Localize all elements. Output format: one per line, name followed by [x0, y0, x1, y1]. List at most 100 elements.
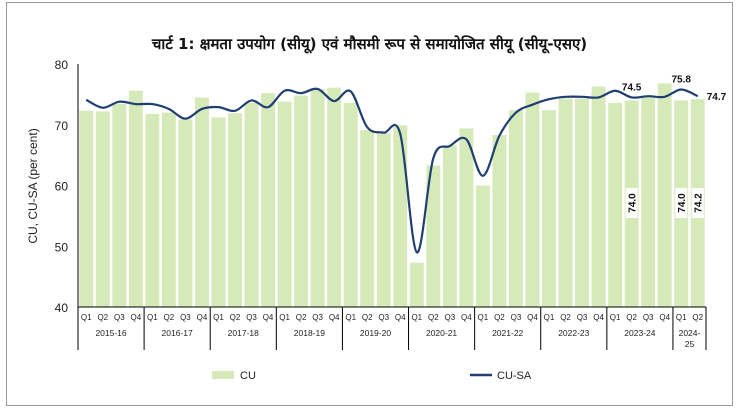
cu-bar — [591, 86, 606, 307]
quarter-tick-label: Q1 — [610, 313, 621, 322]
cu-data-label: 74.2 — [694, 193, 705, 213]
cu-bar — [641, 96, 656, 308]
quarter-tick-label: Q3 — [511, 313, 522, 322]
year-tick-label: 2020-21 — [426, 328, 457, 338]
cu-bar — [194, 97, 209, 307]
cu-bar — [228, 113, 242, 308]
cu-data-label: 74.0 — [628, 193, 639, 213]
year-tick-label: 2023-24 — [624, 328, 655, 338]
cu-bar — [244, 102, 259, 307]
quarter-tick-label: Q1 — [345, 313, 356, 322]
cu-bar — [211, 117, 226, 308]
cu-bar — [409, 262, 424, 307]
quarter-tick-label: Q2 — [494, 313, 505, 322]
quarter-tick-label: Q4 — [197, 313, 208, 322]
cu-bar — [95, 111, 110, 307]
cu-bar — [161, 112, 176, 307]
cu-bar — [393, 125, 408, 307]
data-label-background — [691, 188, 704, 218]
cu-bar — [459, 128, 474, 307]
quarter-tick-label: Q4 — [659, 313, 670, 322]
quarter-tick-label: Q1 — [676, 313, 687, 322]
year-tick-label: 25 — [685, 339, 695, 349]
y-tick-label: 40 — [55, 301, 69, 315]
cu-bar — [112, 104, 127, 307]
cu-bar — [261, 93, 276, 307]
cu-bar — [79, 110, 94, 307]
quarter-tick-label: Q2 — [97, 313, 108, 322]
y-tick-label: 80 — [55, 58, 69, 72]
quarter-tick-label: Q4 — [263, 313, 274, 322]
year-tick-label: 2019-20 — [360, 328, 391, 338]
cu-bar — [376, 133, 391, 307]
quarter-tick-label: Q2 — [296, 313, 307, 322]
data-label-background — [675, 188, 688, 218]
cu-data-label: 74.0 — [677, 193, 688, 213]
year-tick-label: 2022-23 — [558, 328, 589, 338]
cu-bar — [525, 92, 540, 308]
year-tick-label: 2024- — [679, 328, 701, 338]
quarter-tick-label: Q3 — [114, 313, 125, 322]
cu-bar — [492, 135, 507, 307]
cu-bar — [128, 90, 143, 307]
year-tick-label: 2021-22 — [492, 328, 523, 338]
quarter-tick-label: Q4 — [395, 313, 406, 322]
quarter-tick-label: Q1 — [147, 313, 158, 322]
quarter-tick-label: Q2 — [692, 313, 703, 322]
cu-bar — [608, 102, 623, 307]
chart-title: चार्ट 1: क्षमता उपयोग (सीयू) एवं मौसमी र… — [151, 35, 588, 53]
cu-bar — [575, 98, 590, 307]
quarter-tick-label: Q1 — [411, 313, 422, 322]
year-tick-label: 2017-18 — [228, 328, 259, 338]
quarter-tick-label: Q3 — [577, 313, 588, 322]
quarter-tick-label: Q1 — [81, 313, 92, 322]
year-tick-label: 2015-16 — [95, 328, 126, 338]
chart-frame — [6, 2, 733, 406]
cu-bar — [343, 102, 358, 307]
quarter-tick-label: Q2 — [164, 313, 175, 322]
legend-cu-label: CU — [240, 370, 256, 382]
cu-bar — [145, 113, 160, 307]
quarter-tick-label: Q3 — [445, 313, 456, 322]
data-label-background — [625, 188, 638, 218]
quarter-tick-label: Q1 — [213, 313, 224, 322]
quarter-tick-label: Q2 — [362, 313, 373, 322]
cu-bar — [657, 83, 672, 307]
quarter-tick-label: Q2 — [626, 313, 637, 322]
quarter-tick-label: Q3 — [378, 313, 389, 322]
cu-bar — [277, 101, 292, 307]
cu-bar — [442, 145, 457, 307]
quarter-tick-label: Q3 — [180, 313, 191, 322]
quarter-tick-label: Q1 — [478, 313, 489, 322]
cu-sa-line — [85, 87, 699, 254]
cu-bar — [558, 98, 573, 307]
cu-bar — [475, 185, 490, 307]
quarter-tick-label: Q4 — [329, 313, 340, 322]
y-tick-label: 70 — [55, 119, 69, 133]
y-axis-label: CU, CU-SA (per cent) — [26, 128, 40, 243]
quarter-tick-label: Q4 — [593, 313, 604, 322]
cu-bar — [542, 110, 556, 307]
legend-cu-swatch — [212, 371, 234, 379]
quarter-tick-label: Q1 — [279, 313, 290, 322]
cu-bar — [327, 87, 342, 307]
cu-bar — [360, 130, 375, 307]
quarter-tick-label: Q2 — [560, 313, 571, 322]
quarter-tick-label: Q2 — [230, 313, 241, 322]
cu-sa-data-label: 74.5 — [622, 82, 642, 93]
quarter-tick-label: Q4 — [527, 313, 538, 322]
cu-bar — [426, 165, 441, 307]
quarter-tick-label: Q4 — [461, 313, 472, 322]
cu-bar — [508, 110, 523, 307]
y-tick-label: 60 — [55, 180, 69, 194]
cu-bar — [178, 119, 193, 307]
quarter-tick-label: Q3 — [246, 313, 257, 322]
year-tick-label: 2018-19 — [294, 328, 325, 338]
cu-bar — [310, 88, 325, 307]
cu-sa-data-label: 74.7 — [707, 92, 727, 103]
cu-sa-data-label: 75.8 — [671, 75, 691, 86]
cu-bar — [294, 95, 309, 307]
quarter-tick-label: Q3 — [643, 313, 654, 322]
legend-cu-sa-label: CU-SA — [497, 370, 532, 382]
